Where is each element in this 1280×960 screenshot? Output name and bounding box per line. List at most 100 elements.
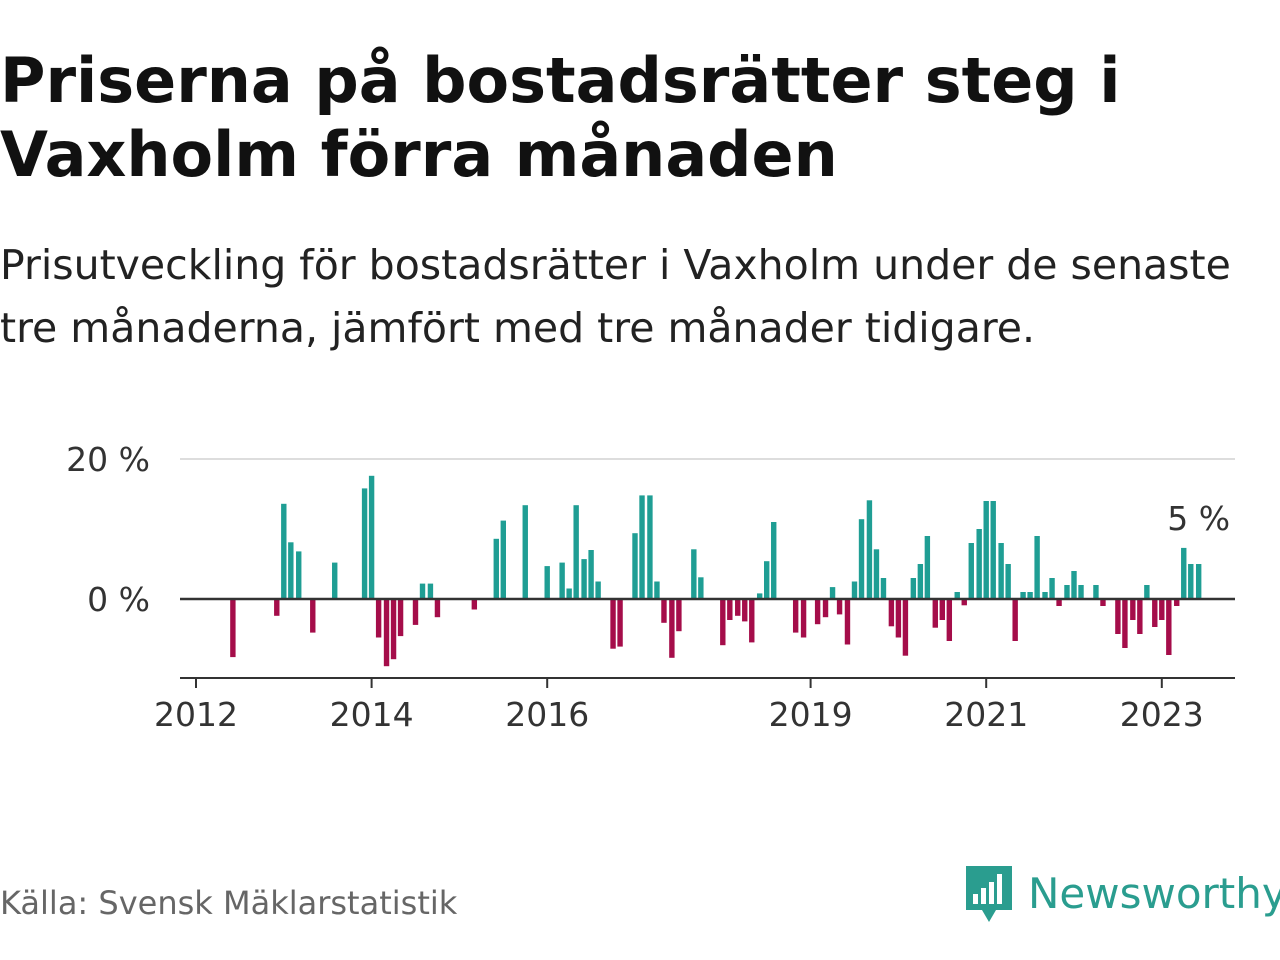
bar [698,577,704,599]
bar [296,551,302,599]
bar [288,542,294,599]
y-axis-labels: 0 % 20 % [66,440,150,619]
bar [756,593,763,599]
bar [471,599,478,610]
annotations: 5 % [1167,499,1230,538]
bar [976,529,982,599]
bar [1034,536,1040,599]
bar [434,599,441,618]
bar [595,581,601,599]
bar [873,549,880,599]
bar [990,501,996,599]
bar [544,566,550,599]
latest-value-label: 5 % [1167,499,1230,538]
bar [1130,599,1136,620]
bar [932,599,938,628]
bar [727,599,733,620]
bar [858,519,865,599]
bar [676,599,682,632]
bar [939,599,945,620]
bar [895,599,902,638]
bar [361,488,368,599]
bar [1122,599,1128,648]
bar [566,588,572,599]
bar [493,538,499,599]
x-tick-label: 2014 [330,695,414,734]
bar [720,599,726,646]
bar [383,599,390,667]
bars [230,475,1202,667]
bar [844,599,851,645]
bar [866,500,873,599]
bar [902,599,909,656]
bar [880,578,887,599]
bar [573,505,579,599]
bar [610,599,616,649]
x-tick-label: 2019 [769,695,853,734]
bar [1056,599,1062,606]
bar [1152,599,1158,627]
bar [764,561,770,599]
bar [792,599,799,633]
bar [639,495,645,599]
newsworthy-logo[interactable]: Newsworthy [964,864,1280,924]
bar [1115,599,1121,634]
bar [1027,592,1033,599]
bar [1100,599,1106,606]
bar [1137,599,1143,634]
x-tick-label: 2023 [1120,695,1204,734]
bar-chart: 0 % 20 % 2012 2014 2016 2019 2021 2023 5 % [66,440,1235,734]
bar [735,599,741,616]
bar [1071,571,1077,599]
bar [822,599,829,618]
bar [1195,564,1202,599]
chart-title: Priserna på bostadsrätter steg i Vaxholm… [0,44,1121,191]
bar [961,599,967,606]
bar [281,503,287,599]
bar [274,599,280,616]
bar [1064,585,1070,599]
source-note: Källa: Svensk Mäklarstatistik [0,884,458,922]
bar [1166,599,1172,655]
bar [419,583,426,599]
bar [588,550,594,599]
bar [983,501,989,599]
bar [691,549,697,599]
bar [559,562,565,599]
bar [742,599,748,622]
bar [1144,585,1150,599]
bar [617,599,623,647]
bar [1005,564,1011,599]
y-tick-label: 20 % [66,440,150,479]
bar [1159,599,1165,620]
bar [954,592,960,599]
bar [800,599,807,638]
bar [1174,599,1180,606]
bar [310,599,316,633]
x-tick-label: 2016 [505,695,589,734]
x-tick-label: 2021 [944,695,1028,734]
bar [412,599,419,625]
bar [500,520,506,599]
axes [180,597,1235,679]
newsworthy-logo-icon [966,866,1012,922]
y-tick-label: 0 % [87,580,150,619]
bar [390,599,397,660]
bar [397,599,404,637]
bar [1093,585,1099,599]
bar [851,581,858,599]
bar [1012,599,1018,641]
bar [647,495,653,599]
bar [1078,585,1084,599]
bar [1188,564,1194,599]
bar [632,533,638,599]
brand-name: Newsworthy [1028,869,1280,918]
bar [1020,592,1026,599]
chart-subtitle: Prisutveckling för bostadsrätter i Vaxho… [0,241,1231,352]
bar [749,599,755,643]
bar [332,562,338,599]
bar [669,599,675,658]
bar [1181,547,1187,599]
bar [1042,592,1048,599]
bar [522,505,528,599]
